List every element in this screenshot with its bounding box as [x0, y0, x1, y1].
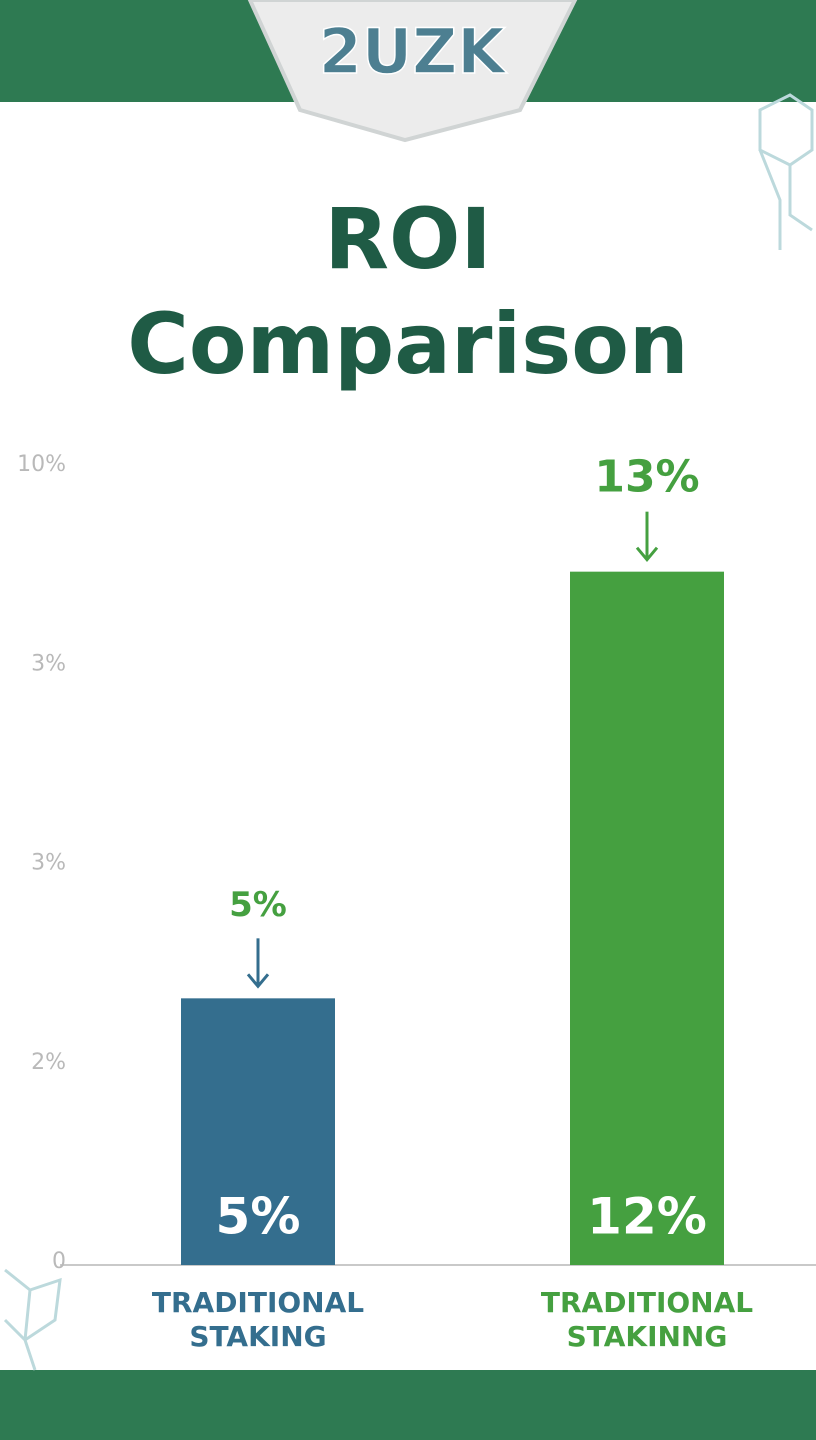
y-axis-label: 3% — [31, 651, 66, 676]
value-label: 5% — [229, 885, 287, 925]
chart-subtitle: Comparison — [127, 295, 688, 393]
inner-label: 12% — [587, 1188, 707, 1246]
y-axis-label: 10% — [17, 452, 66, 477]
arrow-head — [246, 973, 270, 989]
chart-title: ROI — [324, 190, 491, 288]
bar — [570, 571, 724, 1265]
badge — [247, 0, 578, 143]
arrow-head — [635, 546, 659, 563]
x-tick-label: TRADITIONAL STAKINNG — [540, 1286, 754, 1353]
x-tick-label: TRADITIONAL STAKING — [151, 1286, 365, 1353]
footer-band — [0, 1370, 816, 1440]
bar — [181, 998, 335, 1265]
brand: 2UZK — [319, 15, 507, 88]
inner-label: 5% — [216, 1188, 301, 1246]
y-axis-label: 2% — [31, 1050, 66, 1075]
value-label: 13% — [594, 452, 699, 503]
y-axis-label: 0 — [52, 1249, 66, 1274]
decor — [3, 93, 814, 1371]
y-axis-label: 3% — [31, 851, 66, 876]
